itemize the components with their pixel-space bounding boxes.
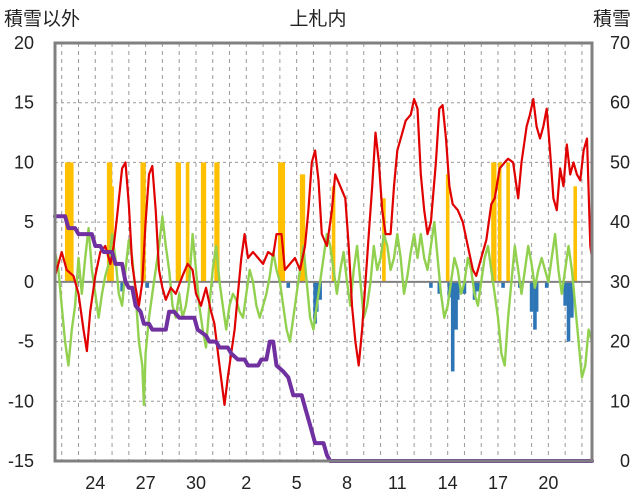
- precip-bar: [215, 162, 220, 282]
- snow-change-bar: [145, 281, 150, 288]
- right-tick-label: 40: [610, 212, 630, 232]
- precip-bar: [331, 186, 336, 282]
- x-tick-label: 5: [292, 473, 302, 493]
- right-tick-label: 70: [610, 33, 630, 53]
- precip-bar: [202, 162, 207, 282]
- x-tick-label: 14: [438, 473, 458, 493]
- x-tick-label: 8: [342, 473, 352, 493]
- snow-change-bar: [501, 281, 505, 288]
- left-tick-label: 15: [14, 93, 34, 113]
- snow-change-bar: [450, 281, 455, 372]
- snow-change-bar: [318, 281, 322, 300]
- snow-change-bar: [566, 281, 571, 342]
- x-tick-label: 30: [186, 473, 206, 493]
- snow-change-bar: [544, 281, 549, 288]
- left-axis-ticks: 20 15 10 5 0 -5 -10 -15: [8, 33, 34, 471]
- left-tick-label: 10: [14, 152, 34, 172]
- left-tick-label: 0: [24, 272, 34, 292]
- precip-bar: [497, 162, 502, 282]
- left-tick-label: -10: [8, 391, 34, 411]
- snow-change-bar: [286, 281, 291, 288]
- snow-change-bar: [454, 281, 458, 330]
- right-tick-label: 20: [610, 332, 630, 352]
- precip-bar: [177, 162, 181, 282]
- left-tick-label: 20: [14, 33, 34, 53]
- precip-bar: [301, 174, 306, 282]
- x-tick-label: 27: [136, 473, 156, 493]
- min-temp-line: [53, 214, 594, 407]
- precip-bar: [142, 162, 146, 282]
- right-tick-label: 60: [610, 93, 630, 113]
- precip-bar: [492, 162, 497, 282]
- right-axis-ticks: 70 60 50 40 30 20 10 0: [610, 33, 630, 471]
- max-temp-line: [53, 97, 594, 406]
- snow-change-bar: [529, 281, 534, 312]
- x-tick-label: 17: [488, 473, 508, 493]
- x-axis-ticks: 24 27 30 2 5 8 11 14 17 20: [85, 473, 558, 493]
- right-tick-label: 30: [610, 272, 630, 292]
- right-tick-label: 0: [620, 451, 630, 471]
- right-tick-label: 10: [610, 391, 630, 411]
- line-series: [53, 97, 594, 463]
- snow-change-bar: [455, 281, 460, 300]
- precip-bar: [281, 162, 286, 282]
- precip-bar: [185, 162, 190, 282]
- snow-depth-line: [53, 214, 594, 463]
- precip-bar: [445, 174, 450, 282]
- precip-bar: [573, 186, 578, 282]
- precip-bar: [506, 162, 510, 282]
- snow-change-bar: [534, 281, 539, 312]
- snow-change-bar: [563, 281, 567, 306]
- chart-title: 上札内: [289, 8, 346, 30]
- left-tick-label: -5: [18, 332, 34, 352]
- x-tick-label: 2: [241, 473, 251, 493]
- right-tick-label: 50: [610, 152, 630, 172]
- left-tick-label: -15: [8, 451, 34, 471]
- left-axis-title: 積雪以外: [4, 8, 80, 30]
- right-axis-title: 積雪: [593, 8, 631, 30]
- snow-change-bar: [429, 281, 433, 288]
- snow-change-bar: [462, 281, 467, 294]
- x-tick-label: 24: [85, 473, 105, 493]
- snow-change-bar: [476, 281, 480, 292]
- snow-change-bar: [314, 281, 319, 312]
- x-tick-label: 11: [388, 473, 407, 493]
- snow-change-bar: [570, 281, 574, 318]
- snow-change-bar: [120, 281, 124, 292]
- x-tick-label: 20: [538, 473, 558, 493]
- plot-frame: [53, 41, 594, 463]
- precip-bar: [69, 162, 74, 282]
- left-tick-label: 5: [24, 212, 34, 232]
